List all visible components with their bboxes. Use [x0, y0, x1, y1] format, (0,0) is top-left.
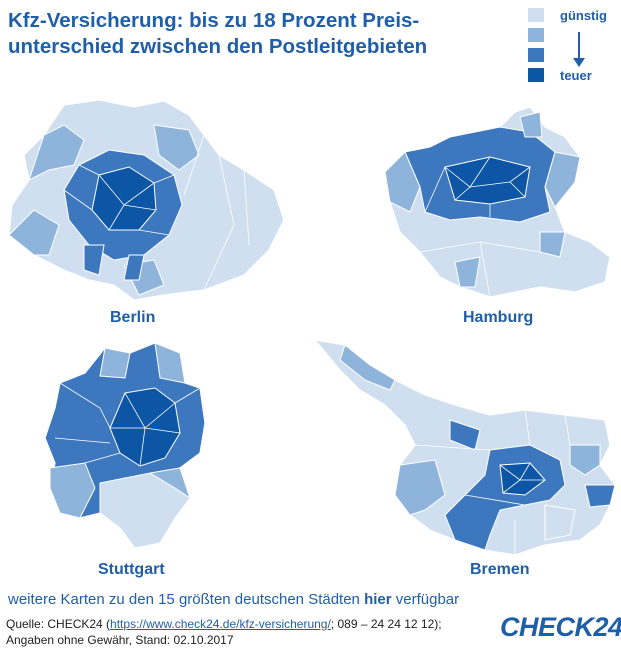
source-line-2: Angaben ohne Gewähr, Stand: 02.10.2017 [6, 633, 234, 647]
page-title: Kfz-Versicherung: bis zu 18 Prozent Prei… [8, 8, 478, 60]
arrow-down-icon [573, 58, 585, 67]
bremen-map [315, 339, 615, 556]
title-line-2: unterschied zwischen den Postleitgebiete… [8, 35, 428, 58]
stuttgart-map [44, 342, 206, 549]
more-maps-post: verfügbar [391, 591, 460, 608]
more-maps-text: weitere Karten zu den 15 größten deutsch… [8, 591, 459, 608]
stuttgart-label: Stuttgart [98, 561, 165, 578]
source-pre: Quelle: CHECK24 ( [6, 617, 111, 631]
more-maps-link[interactable]: hier [364, 591, 392, 608]
berlin-label: Berlin [110, 309, 156, 326]
source-post: ; 089 – 24 24 12 12); [330, 617, 442, 631]
hamburg-map [384, 106, 611, 298]
legend-label-low: günstig [560, 8, 607, 23]
legend-swatch-1 [528, 8, 544, 22]
title-line-1: Kfz-Versicherung: bis zu 18 Prozent Prei… [8, 9, 420, 32]
source-link[interactable]: https://www.check24.de/kfz-versicherung/ [110, 617, 331, 631]
legend-swatch-4 [528, 68, 544, 82]
bremen-label: Bremen [470, 561, 530, 578]
more-maps-pre: weitere Karten zu den 15 größten deutsch… [8, 591, 365, 608]
check24-logo: CHECK24 [500, 612, 621, 642]
berlin-map [8, 99, 285, 300]
legend-arrow [578, 32, 580, 60]
hamburg-label: Hamburg [463, 309, 534, 326]
source-note: Quelle: CHECK24 (https://www.check24.de/… [6, 616, 442, 648]
legend-swatch-3 [528, 48, 544, 62]
source-line-1: Quelle: CHECK24 (https://www.check24.de/… [6, 616, 442, 632]
legend: günstig teuer [528, 8, 618, 88]
legend-label-high: teuer [560, 68, 592, 83]
legend-swatch-2 [528, 28, 544, 42]
